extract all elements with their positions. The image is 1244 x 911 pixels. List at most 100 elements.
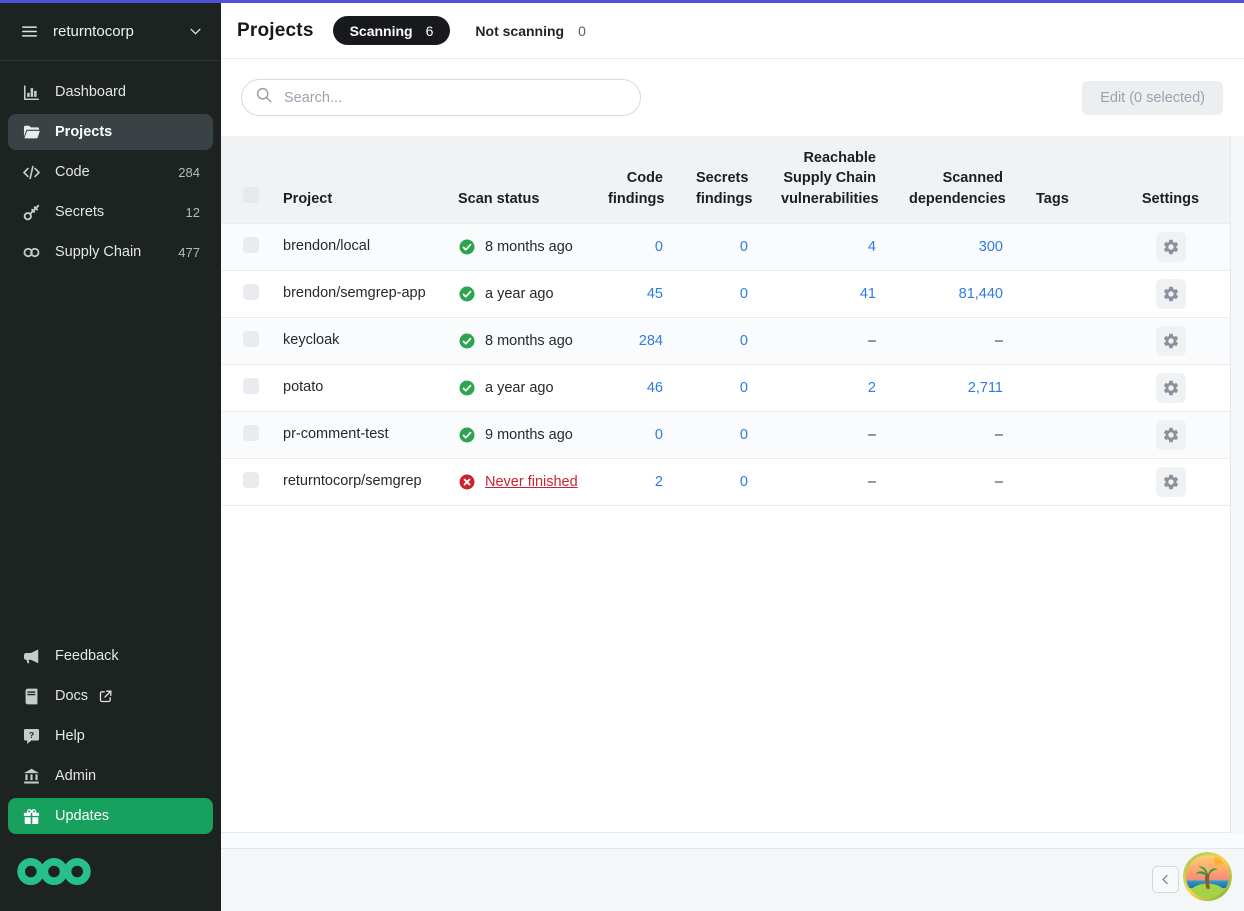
project-settings-button[interactable] <box>1155 466 1186 497</box>
sidebar-item-label: Admin <box>55 768 97 784</box>
column-scanned-dependencies: Scanned dependencies <box>899 136 1026 224</box>
gear-icon <box>1162 379 1180 397</box>
secrets-findings-value[interactable]: 0 <box>739 238 748 255</box>
sidebar-item-label: Supply Chain <box>55 244 142 260</box>
select-all-checkbox[interactable] <box>243 186 259 203</box>
search-icon <box>255 86 273 109</box>
code-findings-value[interactable]: 46 <box>646 379 663 396</box>
reachable-vulns-value: – <box>867 332 876 349</box>
project-settings-button[interactable] <box>1155 419 1186 450</box>
search-box[interactable] <box>241 79 641 116</box>
row-checkbox[interactable] <box>243 424 259 441</box>
row-checkbox[interactable] <box>243 471 259 488</box>
tab-scanning[interactable]: Scanning 6 <box>332 16 451 45</box>
column-reachable-vulns: Reachable Supply Chain vulnerabilities <box>771 136 899 224</box>
sidebar: returntocorp Dashboard Projects Code 284 Sec… <box>0 3 221 911</box>
reachable-vulns-value[interactable]: 2 <box>867 379 876 396</box>
sidebar-item-count: 12 <box>185 204 200 220</box>
reachable-vulns-value: – <box>867 426 876 443</box>
secrets-findings-value[interactable]: 0 <box>739 379 748 396</box>
sidebar-item-label: Secrets <box>55 204 105 220</box>
sidebar-item-help[interactable]: ? Help <box>8 718 213 754</box>
scan-success-icon <box>458 332 476 350</box>
row-checkbox[interactable] <box>243 330 259 347</box>
projects-table-container: Project Scan status Code findings Secret… <box>221 136 1231 833</box>
column-tags: Tags <box>1026 136 1110 224</box>
row-checkbox[interactable] <box>243 283 259 300</box>
scanned-dependencies-value[interactable]: 81,440 <box>958 285 1003 302</box>
org-switcher[interactable]: returntocorp <box>0 3 221 61</box>
sidebar-item-admin[interactable]: Admin <box>8 758 213 794</box>
scan-status-text: a year ago <box>485 379 554 396</box>
user-avatar[interactable] <box>1183 852 1232 901</box>
project-name[interactable]: returntocorp/semgrep <box>283 473 422 490</box>
scan-status-text: a year ago <box>485 285 554 302</box>
code-findings-value[interactable]: 45 <box>646 285 663 302</box>
scanned-dependencies-value[interactable]: 300 <box>978 238 1003 255</box>
column-secrets-findings: Secrets findings <box>686 136 771 224</box>
dashboard-icon <box>21 83 41 102</box>
scanned-dependencies-value: – <box>994 473 1003 490</box>
secrets-findings-value[interactable]: 0 <box>739 332 748 349</box>
secrets-findings-value[interactable]: 0 <box>739 473 748 490</box>
scanned-dependencies-value[interactable]: 2,711 <box>967 379 1003 396</box>
project-name[interactable]: keycloak <box>283 332 340 349</box>
table-row: pr-comment-test 9 months ago 0 0 – – <box>221 411 1230 459</box>
scan-success-icon <box>458 426 476 444</box>
table-row: potato a year ago 46 0 2 2,711 <box>221 364 1230 411</box>
sidebar-item-label: Updates <box>55 808 110 824</box>
project-settings-button[interactable] <box>1155 278 1186 309</box>
sidebar-item-code[interactable]: Code 284 <box>8 154 213 190</box>
row-checkbox[interactable] <box>243 377 259 394</box>
scan-status-text: 8 months ago <box>485 238 573 255</box>
reachable-vulns-value[interactable]: 4 <box>867 238 876 255</box>
scan-status-text: 9 months ago <box>485 426 573 443</box>
sidebar-item-feedback[interactable]: Feedback <box>8 638 213 674</box>
tags-cell <box>1026 317 1110 364</box>
project-name[interactable]: pr-comment-test <box>283 426 389 443</box>
sidebar-item-supply-chain[interactable]: Supply Chain 477 <box>8 234 213 270</box>
reachable-vulns-value: – <box>867 473 876 490</box>
project-name[interactable]: potato <box>283 379 324 396</box>
sidebar-item-dashboard[interactable]: Dashboard <box>8 74 213 110</box>
secrets-findings-value[interactable]: 0 <box>739 426 748 443</box>
sidebar-item-projects[interactable]: Projects <box>8 114 213 150</box>
pagination-prev-button[interactable] <box>1152 866 1179 893</box>
menu-icon[interactable] <box>20 22 39 41</box>
project-settings-button[interactable] <box>1155 325 1186 356</box>
reachable-vulns-value[interactable]: 41 <box>859 285 876 302</box>
code-findings-value[interactable]: 284 <box>638 332 663 349</box>
scroll-gutter <box>1231 136 1244 833</box>
code-findings-value[interactable]: 0 <box>654 238 663 255</box>
page-title: Projects <box>237 19 314 41</box>
search-input[interactable] <box>282 88 627 107</box>
code-findings-value[interactable]: 0 <box>654 426 663 443</box>
sidebar-item-count: 477 <box>178 244 200 260</box>
secrets-findings-value[interactable]: 0 <box>739 285 748 302</box>
tab-not-scanning[interactable]: Not scanning 0 <box>469 22 591 40</box>
scan-status-link[interactable]: Never finished <box>485 473 578 490</box>
code-icon <box>21 163 41 182</box>
sidebar-item-updates[interactable]: Updates <box>8 798 213 834</box>
key-icon <box>21 203 41 222</box>
sidebar-item-secrets[interactable]: Secrets 12 <box>8 194 213 230</box>
project-settings-button[interactable] <box>1155 231 1186 262</box>
sidebar-item-label: Projects <box>55 124 113 140</box>
tags-cell <box>1026 458 1110 505</box>
project-name[interactable]: brendon/semgrep-app <box>283 285 426 302</box>
tab-scanning-count: 6 <box>425 22 434 39</box>
project-settings-button[interactable] <box>1155 372 1186 403</box>
scan-success-icon <box>458 285 476 303</box>
code-findings-value[interactable]: 2 <box>654 473 663 490</box>
sidebar-item-label: Help <box>55 728 85 744</box>
project-name[interactable]: brendon/local <box>283 238 371 255</box>
row-checkbox[interactable] <box>243 236 259 253</box>
column-scan-status: Scan status <box>448 136 598 224</box>
table-row: returntocorp/semgrep Never finished 2 0 – – <box>221 458 1230 506</box>
edit-selected-button[interactable]: Edit (0 selected) <box>1082 80 1223 115</box>
sidebar-item-docs[interactable]: Docs <box>8 678 213 714</box>
table-row: brendon/local 8 months ago 0 0 4 300 <box>221 223 1230 271</box>
chain-icon <box>21 243 41 262</box>
toolbar: Edit (0 selected) <box>221 59 1244 136</box>
sidebar-item-label: Code <box>55 164 90 180</box>
